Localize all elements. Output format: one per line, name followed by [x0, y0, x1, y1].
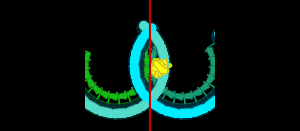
Polygon shape: [154, 59, 164, 76]
Polygon shape: [84, 70, 92, 79]
Polygon shape: [175, 92, 184, 100]
Polygon shape: [200, 82, 209, 91]
Polygon shape: [118, 91, 128, 99]
Polygon shape: [142, 57, 151, 66]
Polygon shape: [127, 87, 136, 96]
Polygon shape: [175, 92, 184, 100]
Polygon shape: [158, 84, 167, 94]
Polygon shape: [205, 48, 214, 57]
Polygon shape: [150, 69, 158, 78]
Polygon shape: [153, 43, 162, 52]
Polygon shape: [82, 61, 90, 70]
Polygon shape: [150, 69, 158, 78]
Polygon shape: [150, 64, 169, 73]
Polygon shape: [93, 85, 102, 94]
Polygon shape: [150, 64, 169, 73]
Polygon shape: [184, 91, 194, 99]
Polygon shape: [135, 41, 144, 50]
Polygon shape: [154, 59, 164, 76]
Polygon shape: [152, 64, 169, 74]
Polygon shape: [154, 59, 167, 78]
Polygon shape: [118, 91, 128, 99]
Polygon shape: [140, 75, 148, 84]
Polygon shape: [152, 60, 165, 75]
Polygon shape: [184, 91, 194, 99]
Polygon shape: [87, 78, 96, 87]
Polygon shape: [149, 51, 157, 60]
Polygon shape: [153, 77, 162, 86]
Polygon shape: [140, 49, 148, 58]
Polygon shape: [153, 60, 167, 74]
Polygon shape: [153, 60, 167, 74]
Polygon shape: [149, 51, 157, 60]
Polygon shape: [152, 64, 169, 74]
Polygon shape: [142, 57, 151, 66]
Polygon shape: [150, 60, 167, 75]
Polygon shape: [140, 49, 148, 58]
Polygon shape: [208, 56, 216, 66]
Polygon shape: [93, 85, 102, 94]
Polygon shape: [153, 43, 162, 52]
Polygon shape: [209, 65, 217, 75]
Polygon shape: [158, 84, 167, 94]
Polygon shape: [208, 56, 216, 66]
Polygon shape: [84, 70, 92, 79]
Polygon shape: [148, 60, 156, 69]
Polygon shape: [193, 87, 202, 96]
Polygon shape: [83, 52, 91, 61]
Polygon shape: [135, 41, 144, 50]
Polygon shape: [127, 87, 136, 96]
Polygon shape: [110, 92, 119, 100]
Polygon shape: [140, 75, 148, 84]
Polygon shape: [166, 90, 175, 98]
Polygon shape: [82, 61, 90, 70]
Polygon shape: [148, 60, 156, 69]
Polygon shape: [206, 75, 214, 84]
Polygon shape: [100, 90, 110, 98]
Polygon shape: [100, 90, 110, 98]
Polygon shape: [143, 66, 151, 75]
Polygon shape: [143, 66, 151, 75]
Polygon shape: [200, 82, 209, 91]
Polygon shape: [83, 52, 91, 61]
Polygon shape: [205, 48, 214, 57]
Polygon shape: [206, 75, 214, 84]
Polygon shape: [110, 92, 119, 100]
Polygon shape: [166, 90, 175, 98]
Polygon shape: [134, 82, 143, 91]
Polygon shape: [152, 60, 165, 75]
Polygon shape: [209, 65, 217, 75]
Polygon shape: [193, 87, 202, 96]
Polygon shape: [154, 59, 167, 78]
Polygon shape: [153, 77, 162, 86]
Polygon shape: [150, 60, 167, 75]
Polygon shape: [87, 78, 96, 87]
Polygon shape: [134, 82, 143, 91]
